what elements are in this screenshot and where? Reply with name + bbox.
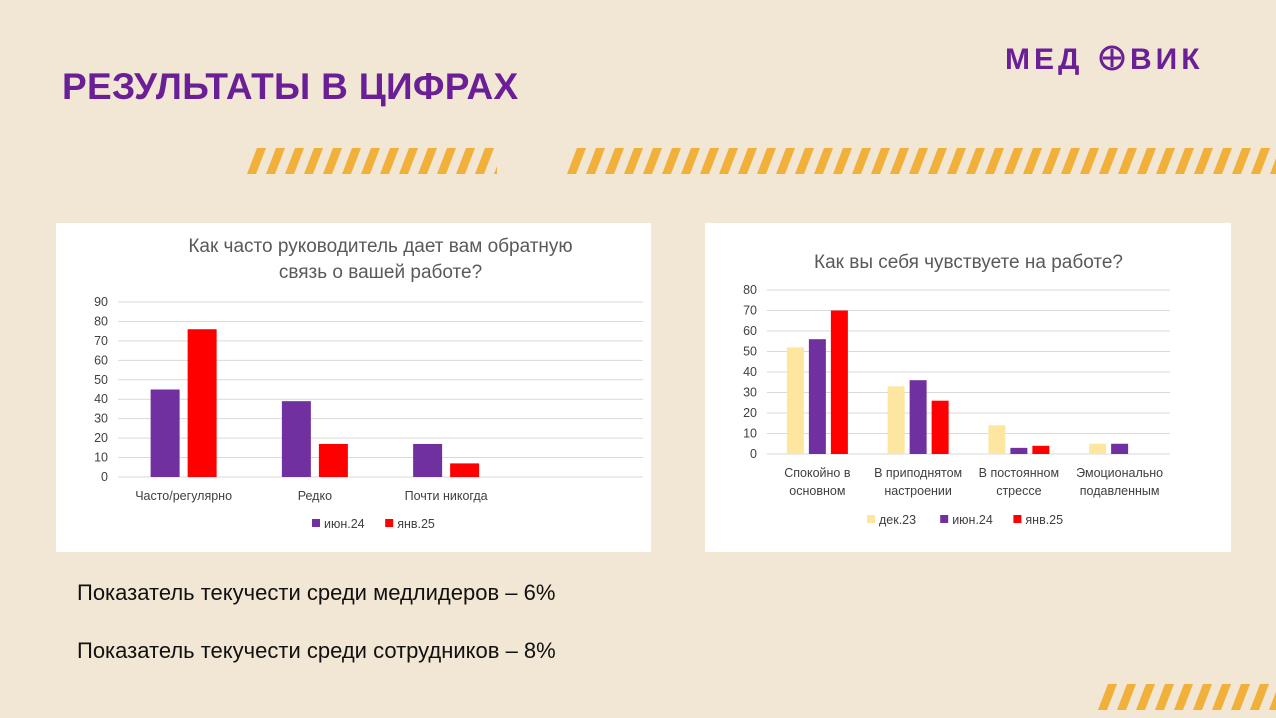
y-tick-label: 60 [94,353,108,367]
bar [887,386,905,454]
legend-swatch [867,515,875,523]
legend-label: янв.25 [1025,513,1063,527]
bar [281,401,311,477]
y-tick-label: 60 [743,324,757,338]
feedback-chart-svg: Как часто руководитель дает вам обратную… [94,236,643,531]
medovik-logo: МЕД ВИК [1005,43,1204,76]
x-tick-label: Эмоционально [1076,466,1163,480]
y-tick-label: 30 [94,412,108,426]
svg-text:МЕД: МЕД [1005,43,1083,76]
feedback-chart: Как часто руководитель дает вам обратную… [56,223,651,552]
x-tick-label: подавленным [1080,484,1160,498]
cross-circle-icon [1099,45,1125,71]
decorative-stripe-top-left [247,148,497,174]
bar [450,463,480,477]
x-tick-label: Почти никогда [405,489,488,503]
turnover-employees-note: Показатель текучести среди сотрудников –… [77,638,556,663]
y-tick-label: 70 [94,334,108,348]
y-tick-label: 20 [94,431,108,445]
wellbeing-chart-svg: Как вы себя чувствуете на работе? 0 10 20 30… [743,252,1170,527]
x-tick-label: Спокойно в [784,466,851,480]
bar [1089,443,1107,454]
legend-swatch [1013,515,1022,523]
bar [413,443,443,477]
slide-title: РЕЗУЛЬТАТЫ В ЦИФРАХ [62,66,519,107]
bar [318,443,348,477]
wellbeing-chart: Как вы себя чувствуете на работе? 0 10 20 30… [705,223,1231,552]
x-tick-label: настроении [884,484,952,498]
y-tick-label: 0 [101,470,108,484]
bar [1111,443,1129,454]
decorative-stripe-bottom-right [1098,684,1276,710]
bar [988,425,1006,454]
x-tick-label: Часто/регулярно [135,489,232,503]
y-tick-label: 0 [750,447,757,461]
y-tick-label: 20 [743,406,757,420]
y-tick-label: 80 [94,314,108,328]
legend-label: июн.24 [324,517,365,531]
bar [1032,445,1050,454]
bar [187,329,217,477]
legend-swatch [940,515,949,523]
y-tick-label: 80 [743,283,757,297]
chart-title-line: Как вы себя чувствуете на работе? [814,252,1123,273]
y-tick-label: 50 [94,373,108,387]
x-tick-label: В приподнятом [874,466,962,480]
bar [808,339,826,454]
bar [909,380,927,454]
y-tick-label: 70 [743,304,757,318]
bar [830,310,848,454]
y-tick-label: 90 [94,295,108,309]
legend-label: дек.23 [879,513,916,527]
bar [931,400,949,454]
y-tick-label: 10 [94,451,108,465]
bar [150,389,180,477]
y-tick-label: 40 [94,392,108,406]
legend-label: янв.25 [397,517,435,531]
y-tick-label: 50 [743,345,757,359]
legend-label: июн.24 [952,513,993,527]
x-tick-label: Редко [298,489,332,503]
x-tick-label: основном [789,484,845,498]
y-tick-label: 30 [743,386,757,400]
decorative-stripe-top-right [567,148,1276,174]
chart-title-line: связь о вашей работе? [279,262,482,283]
chart-title-line: Как часто руководитель дает вам обратную [188,236,572,257]
turnover-medleaders-note: Показатель текучести среди медлидеров – … [77,580,556,605]
y-tick-label: 40 [743,365,757,379]
bar [786,347,804,454]
y-tick-label: 10 [743,427,757,441]
x-tick-label: стрессе [996,484,1041,498]
legend-swatch [312,519,320,527]
bar [1010,447,1028,454]
legend-swatch [385,519,394,527]
svg-text:ВИК: ВИК [1130,43,1204,76]
x-tick-label: В постоянном [979,466,1059,480]
